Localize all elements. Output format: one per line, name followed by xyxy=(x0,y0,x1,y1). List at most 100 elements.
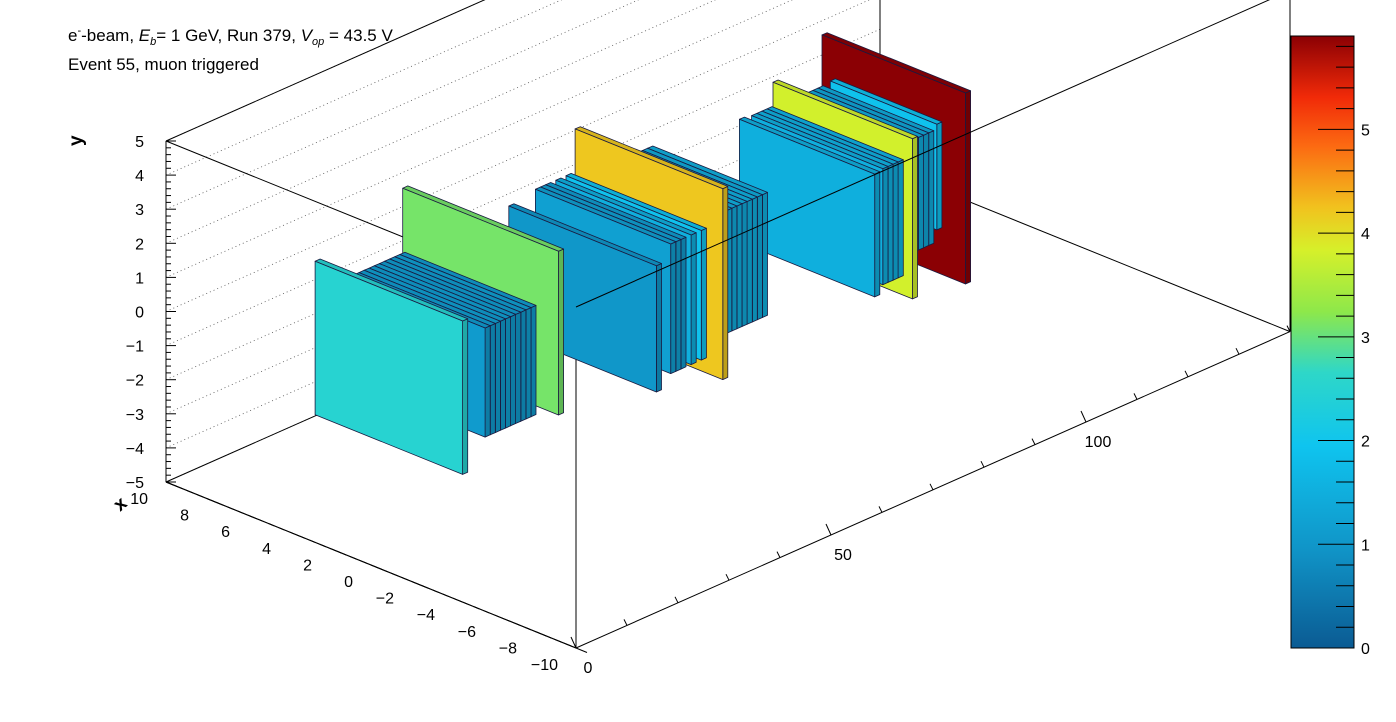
x-tick xyxy=(329,547,342,554)
block-side xyxy=(965,90,971,285)
block-side xyxy=(892,161,899,281)
block-side xyxy=(928,130,935,246)
z-minor-tick xyxy=(1184,370,1189,378)
y-tick-label: 3 xyxy=(135,202,144,219)
x-minor-tick xyxy=(268,523,275,527)
z-minor-tick xyxy=(1031,438,1036,445)
x-tick-label: 6 xyxy=(221,524,230,541)
x-tick-label: −8 xyxy=(499,640,517,657)
z-minor-tick xyxy=(1235,347,1240,355)
box-edge xyxy=(165,0,486,142)
x-tick-label: 0 xyxy=(344,574,353,591)
box-edge xyxy=(575,0,1271,308)
color-bar-label: 5 xyxy=(1361,122,1370,139)
x-tick xyxy=(288,531,301,537)
x-minor-tick xyxy=(278,527,285,531)
x-minor-tick xyxy=(196,493,203,498)
z-minor-tick xyxy=(776,551,781,558)
color-bar-label: 4 xyxy=(1361,226,1370,243)
x-minor-tick xyxy=(176,485,183,490)
block-side xyxy=(489,323,496,436)
x-tick-label: −6 xyxy=(458,624,476,641)
data-block xyxy=(314,258,469,475)
x-minor-tick xyxy=(258,518,265,523)
block-side xyxy=(520,309,527,422)
x-tick xyxy=(247,514,260,521)
x-minor-tick xyxy=(514,622,521,627)
x-minor-tick xyxy=(524,626,531,631)
x-minor-tick xyxy=(381,568,388,573)
x-tick xyxy=(452,597,465,604)
x-tick-label: 8 xyxy=(180,508,189,525)
x-minor-tick xyxy=(186,489,193,494)
color-bar-label: 3 xyxy=(1361,330,1370,347)
block-side xyxy=(462,318,469,475)
y-tick-label: −3 xyxy=(126,407,144,424)
z-minor-tick xyxy=(623,619,628,626)
block-side xyxy=(741,201,748,327)
x-minor-tick xyxy=(422,585,429,589)
x-minor-tick xyxy=(350,556,357,560)
block-side xyxy=(897,159,904,279)
z-minor-tick xyxy=(980,460,985,468)
x-minor-tick xyxy=(360,560,367,564)
block-side xyxy=(499,318,506,431)
block-side xyxy=(751,196,758,323)
block-side xyxy=(670,241,677,375)
block-side xyxy=(530,304,537,418)
z-tick xyxy=(825,523,832,536)
x-minor-tick xyxy=(340,552,347,556)
block-side xyxy=(874,171,881,298)
x-tick xyxy=(206,498,219,504)
x-minor-tick xyxy=(299,535,306,539)
block-side xyxy=(515,311,522,424)
x-minor-tick xyxy=(309,539,316,544)
z-minor-tick xyxy=(725,573,730,581)
y-tick-label: 0 xyxy=(135,305,144,322)
color-bar xyxy=(1290,35,1355,649)
x-tick-label: −4 xyxy=(417,607,435,624)
x-tick xyxy=(575,647,588,653)
block-side xyxy=(722,185,729,381)
x-tick-label: −2 xyxy=(376,591,394,608)
z-tick-label: 50 xyxy=(834,547,852,564)
block-front xyxy=(314,260,464,475)
x-tick-label: −10 xyxy=(531,657,558,674)
y-tick-label: 1 xyxy=(135,270,144,287)
x-minor-tick xyxy=(319,543,326,548)
block-side xyxy=(731,205,738,332)
x-minor-tick xyxy=(473,606,480,610)
block-side xyxy=(505,316,512,429)
x-minor-tick xyxy=(227,506,234,510)
color-bar-label: 2 xyxy=(1361,434,1370,451)
x-tick xyxy=(493,614,506,620)
z-minor-tick xyxy=(674,596,679,604)
data-blocks xyxy=(314,32,971,475)
x-tick-label: 2 xyxy=(303,557,312,574)
color-bar-scale: 0 1 2 3 4 5 xyxy=(1318,45,1370,658)
y-tick-label: −2 xyxy=(126,373,144,390)
block-side xyxy=(936,121,943,231)
x-minor-tick xyxy=(401,576,408,581)
z-minor-tick xyxy=(878,506,883,513)
block-side xyxy=(923,132,930,249)
z-tick xyxy=(570,636,577,649)
x-tick xyxy=(411,581,424,587)
z-minor-tick xyxy=(1286,325,1291,332)
z-tick-label: 0 xyxy=(584,660,593,677)
color-bar-label: 0 xyxy=(1361,641,1370,658)
block-side xyxy=(912,135,918,300)
block-side xyxy=(525,307,532,420)
block-side xyxy=(762,191,768,318)
x-minor-tick xyxy=(545,635,552,639)
block-front xyxy=(739,118,876,298)
x-tick xyxy=(165,481,178,487)
y-tick-label: −5 xyxy=(126,475,144,492)
x-minor-tick xyxy=(463,601,470,606)
x-minor-tick xyxy=(555,639,562,643)
axis-ticks xyxy=(165,140,1291,653)
z-minor-tick xyxy=(1133,393,1138,400)
x-minor-tick xyxy=(442,593,449,598)
